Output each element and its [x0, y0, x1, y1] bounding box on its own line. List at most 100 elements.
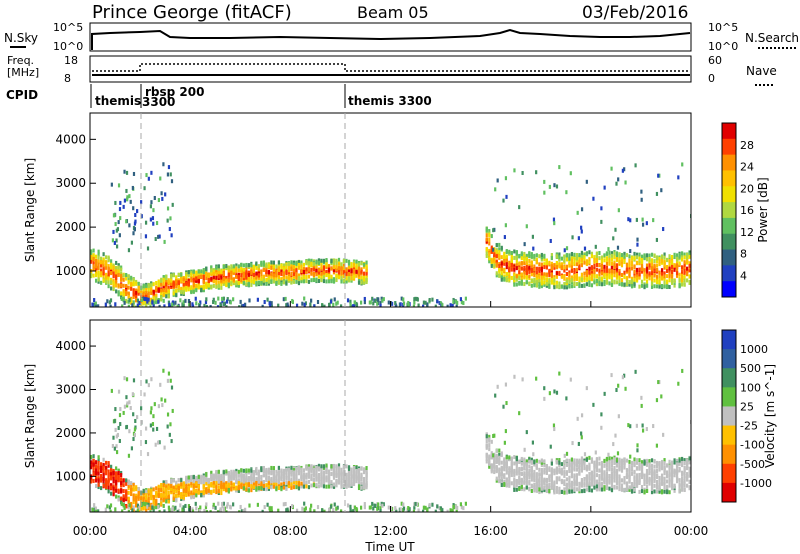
power-cell [530, 252, 533, 257]
velocity-cell [360, 481, 363, 486]
power-cell [360, 276, 363, 281]
velocity-cell [523, 475, 526, 480]
velocity-cell [307, 466, 311, 471]
power-cell [230, 281, 233, 286]
power-cell [640, 189, 643, 194]
power-cell [640, 279, 644, 284]
power-cell [573, 267, 576, 272]
power-cell [90, 249, 93, 254]
velocity-cell [102, 483, 105, 488]
velocity-cell [225, 483, 228, 488]
power-cell [180, 272, 183, 277]
power-cell [225, 263, 228, 268]
power-cell [636, 242, 639, 247]
power-cell [510, 251, 513, 256]
power-cell [535, 274, 538, 279]
power-cell [407, 300, 410, 305]
velocity-cell [215, 477, 218, 482]
velocity-cell [515, 483, 518, 488]
power-cell [262, 278, 265, 283]
velocity-cell [260, 475, 263, 480]
power-cell [110, 286, 113, 291]
velocity-cell [297, 465, 301, 470]
power-cell [230, 275, 233, 280]
power-cell [270, 260, 273, 265]
velocity-cell [230, 484, 233, 489]
power-cell [280, 269, 283, 274]
power-cell [105, 279, 108, 284]
power-cbar-tick: 24 [740, 161, 754, 174]
power-cell [120, 275, 123, 280]
power-cell [568, 256, 571, 261]
power-cell [623, 282, 626, 287]
power-cell [603, 264, 606, 269]
power-cell [540, 252, 543, 257]
power-cell [337, 266, 341, 271]
velocity-cell [342, 479, 346, 484]
power-cell [300, 269, 303, 274]
power-cell [614, 227, 617, 232]
power-cell [102, 260, 105, 265]
velocity-cell [237, 469, 240, 474]
power-cell [498, 247, 501, 252]
power-cell [345, 258, 348, 263]
power-cell [347, 261, 351, 266]
power-cell [155, 287, 158, 292]
velocity-cell [265, 475, 268, 480]
power-cell [320, 269, 323, 274]
power-cell [680, 265, 684, 270]
power-cell [325, 262, 328, 267]
power-cell [660, 283, 664, 288]
velocity-cell [235, 486, 238, 491]
velocity-cell [270, 485, 273, 490]
power-cell [290, 264, 293, 269]
power-cell [363, 296, 366, 301]
power-cell [107, 258, 110, 263]
power-cell [247, 270, 250, 275]
velocity-cell [200, 480, 203, 485]
velocity-cell [267, 486, 270, 491]
velocity-cell [360, 472, 363, 477]
power-cell [610, 251, 614, 256]
velocity-cell [342, 469, 346, 474]
velocity-cell [322, 484, 326, 489]
velocity-cell [147, 489, 150, 494]
power-cell [595, 254, 599, 259]
power-cell [655, 274, 659, 279]
power-cell [242, 276, 245, 281]
power-cell [157, 198, 160, 203]
velocity-cell [315, 477, 318, 482]
velocity-cell [202, 493, 205, 498]
power-cell [355, 260, 358, 265]
velocity-cell [230, 469, 233, 474]
velocity-cell [317, 484, 321, 489]
power-cell [132, 288, 135, 293]
power-cell [117, 263, 120, 268]
power-cell [205, 282, 208, 287]
power-cell [428, 298, 431, 303]
power-cell [683, 278, 686, 283]
power-cell [134, 219, 137, 224]
power-cell [167, 289, 170, 294]
velocity-cell [535, 465, 538, 470]
power-cell [558, 281, 561, 286]
power-cell [260, 262, 263, 267]
power-cell [297, 281, 301, 286]
power-cell [332, 258, 336, 263]
power-cell [451, 304, 454, 307]
power-cell [585, 262, 589, 267]
velocity-cell [150, 502, 153, 507]
power-cell [640, 197, 643, 202]
power-cell [195, 288, 198, 293]
power-cell [675, 271, 679, 276]
power-cell [352, 304, 355, 307]
velocity-cell [100, 465, 103, 470]
velocity-cell [250, 480, 253, 485]
power-cell [505, 249, 508, 254]
power-cell [109, 304, 112, 307]
power-cell [362, 279, 366, 284]
power-cell [613, 251, 616, 256]
velocity-cell [115, 486, 118, 491]
velocity-cell [332, 470, 336, 475]
power-cell [102, 258, 105, 263]
